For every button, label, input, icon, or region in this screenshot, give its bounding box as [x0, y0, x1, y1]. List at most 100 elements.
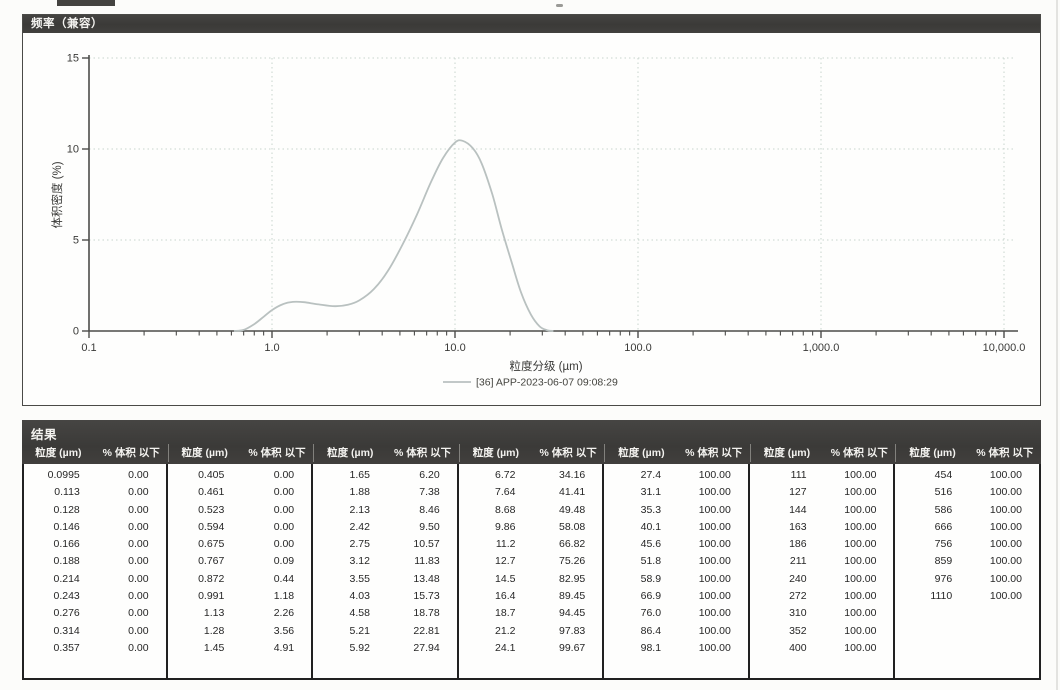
table-row: 211 100.00 — [750, 553, 894, 570]
x-axis-tick-label: 0.1 — [81, 342, 96, 354]
volume-percent-below-value: 100.00 — [698, 520, 731, 533]
table-row: 8.68 49.48 — [459, 502, 603, 519]
results-column-group: 0.405 0.00 0.461 0.00 0.523 0.00 0.594 0.00 0.67… — [167, 464, 314, 680]
particle-size-value: 0.461 — [198, 486, 225, 499]
particle-size-value: 111 — [790, 469, 807, 481]
column-group-header: 粒度 (µm) % 体积 以下 — [313, 444, 459, 462]
size-column-header: 粒度 (µm) — [181, 447, 228, 459]
particle-size-value: 1.13 — [203, 607, 225, 620]
particle-size-value: 11.2 — [495, 538, 516, 551]
volume-percent-below-value: 100.00 — [698, 641, 731, 654]
particle-size-value: 35.3 — [640, 503, 662, 516]
size-column-header: 粒度 (µm) — [618, 447, 665, 459]
y-axis-tick-label: 10 — [67, 144, 79, 156]
x-axis-tick-label: 10.0 — [444, 342, 465, 354]
volume-percent-below-value: 6.20 — [419, 469, 440, 481]
volume-percent-below-value: 3.56 — [273, 624, 295, 637]
column-group-header: 粒度 (µm) % 体积 以下 — [749, 444, 896, 462]
particle-size-value: 45.6 — [640, 538, 662, 551]
table-row: 0.461 0.00 — [168, 484, 312, 501]
volume-percent-below-value: 100.00 — [698, 503, 731, 516]
particle-size-value: 98.1 — [640, 641, 662, 654]
volume-percent-below-value: 100.00 — [844, 607, 877, 620]
table-row: 0.405 0.00 — [168, 467, 312, 484]
volume-percent-below-value: 100.00 — [844, 503, 877, 516]
particle-size-value: 211 — [789, 555, 807, 568]
particle-size-value: 58.9 — [640, 572, 662, 585]
particle-size-value: 0.0995 — [47, 469, 80, 481]
table-row: 51.8 100.00 — [604, 553, 748, 570]
volume-percent-below-value: 100.00 — [989, 538, 1022, 551]
table-row: 1.13 2.26 — [168, 605, 312, 622]
particle-size-value: 127 — [789, 486, 807, 499]
results-table-body: 0.0995 0.00 0.113 0.00 0.128 0.00 0.146 0.00 0.1… — [22, 464, 1041, 680]
volume-percent-below-value: 100.00 — [989, 520, 1022, 533]
particle-size-value: 2.13 — [349, 503, 370, 516]
volume-percent-below-value: 100.00 — [844, 469, 877, 481]
particle-size-value: 21.2 — [495, 624, 516, 637]
size-column-header: 粒度 (µm) — [35, 447, 82, 459]
distribution-curve — [233, 139, 554, 332]
volume-percent-below-value: 100.00 — [844, 590, 877, 603]
particle-size-value: 352 — [789, 624, 807, 637]
particle-size-value: 0.146 — [53, 520, 80, 533]
table-row: 454 100.00 — [895, 467, 1039, 484]
results-column-group: 27.4 100.00 31.1 100.00 35.3 100.00 40.1 100.00… — [604, 464, 750, 680]
table-row: 0.767 0.09 — [168, 553, 312, 570]
particle-size-value: 8.68 — [495, 503, 516, 516]
particle-size-distribution-chart: 0 5 10 15 0.1 1.0 10.0 100.0 1,000.0 10,000.0 体积密度… — [50, 53, 1025, 389]
volume-percent-below-value: 15.73 — [413, 590, 440, 603]
table-row: 756 100.00 — [895, 536, 1039, 553]
volume-percent-below-value: 100.00 — [989, 503, 1022, 516]
particle-size-value: 3.55 — [349, 572, 370, 585]
percent-below-column-header: % 体积 以下 — [976, 447, 1034, 459]
particle-size-value: 4.58 — [349, 607, 370, 620]
particle-size-value: 5.21 — [349, 624, 370, 637]
table-row: 0.872 0.44 — [168, 571, 312, 588]
table-row: 3.12 11.83 — [313, 553, 457, 570]
volume-percent-below-value: 8.46 — [419, 503, 440, 516]
results-column-headers: 粒度 (µm) % 体积 以下 粒度 (µm) % 体积 以下 粒度 (µm) % 体积 … — [22, 444, 1041, 462]
table-row: 18.7 94.45 — [459, 605, 603, 622]
volume-percent-below-value: 18.78 — [413, 607, 440, 620]
volume-percent-below-value: 100.00 — [844, 624, 877, 637]
table-row: 76.0 100.00 — [604, 605, 748, 622]
volume-percent-below-value: 100.00 — [844, 555, 877, 568]
particle-size-value: 976 — [934, 572, 953, 585]
particle-size-value: 9.86 — [495, 520, 516, 533]
table-row: 0.0995 0.00 — [24, 467, 166, 484]
particle-size-value: 186 — [789, 538, 807, 551]
particle-size-value: 76.0 — [640, 607, 662, 620]
volume-percent-below-value: 2.26 — [273, 607, 295, 620]
volume-percent-below-value: 100.00 — [989, 555, 1022, 568]
volume-percent-below-value: 7.38 — [419, 486, 440, 499]
particle-size-value: 1.28 — [203, 624, 225, 637]
table-row: 0.675 0.00 — [168, 536, 312, 553]
particle-size-value: 16.4 — [495, 590, 516, 603]
particle-size-value: 400 — [789, 641, 807, 654]
table-row: 45.6 100.00 — [604, 536, 748, 553]
table-row: 98.1 100.00 — [604, 640, 748, 657]
particle-size-value: 163 — [789, 520, 807, 533]
column-group-header: 粒度 (µm) % 体积 以下 — [458, 444, 605, 462]
table-row: 0.314 0.00 — [24, 623, 166, 640]
volume-percent-below-value: 27.94 — [413, 641, 440, 654]
table-row: 86.4 100.00 — [604, 623, 748, 640]
volume-percent-below-value: 100.00 — [698, 590, 731, 603]
particle-size-value: 240 — [789, 572, 807, 585]
volume-percent-below-value: 0.00 — [128, 538, 149, 551]
table-row: 310 100.00 — [750, 605, 894, 622]
results-table-panel: 结果 粒度 (µm) % 体积 以下 粒度 (µm) % 体积 以下 粒度 (µm) % … — [22, 420, 1041, 680]
particle-size-value: 272 — [789, 590, 807, 603]
particle-size-value: 0.214 — [53, 572, 80, 585]
table-row: 240 100.00 — [750, 571, 894, 588]
size-column-header: 粒度 (µm) — [327, 447, 374, 459]
volume-percent-below-value: 89.45 — [559, 590, 586, 603]
table-row: 2.13 8.46 — [313, 502, 457, 519]
table-row: 40.1 100.00 — [604, 519, 748, 536]
percent-below-column-header: % 体积 以下 — [685, 447, 743, 459]
table-row: 11.2 66.82 — [459, 536, 603, 553]
volume-percent-below-value: 11.83 — [414, 555, 440, 568]
table-row: 0.214 0.00 — [24, 571, 166, 588]
volume-percent-below-value: 0.00 — [273, 503, 295, 516]
